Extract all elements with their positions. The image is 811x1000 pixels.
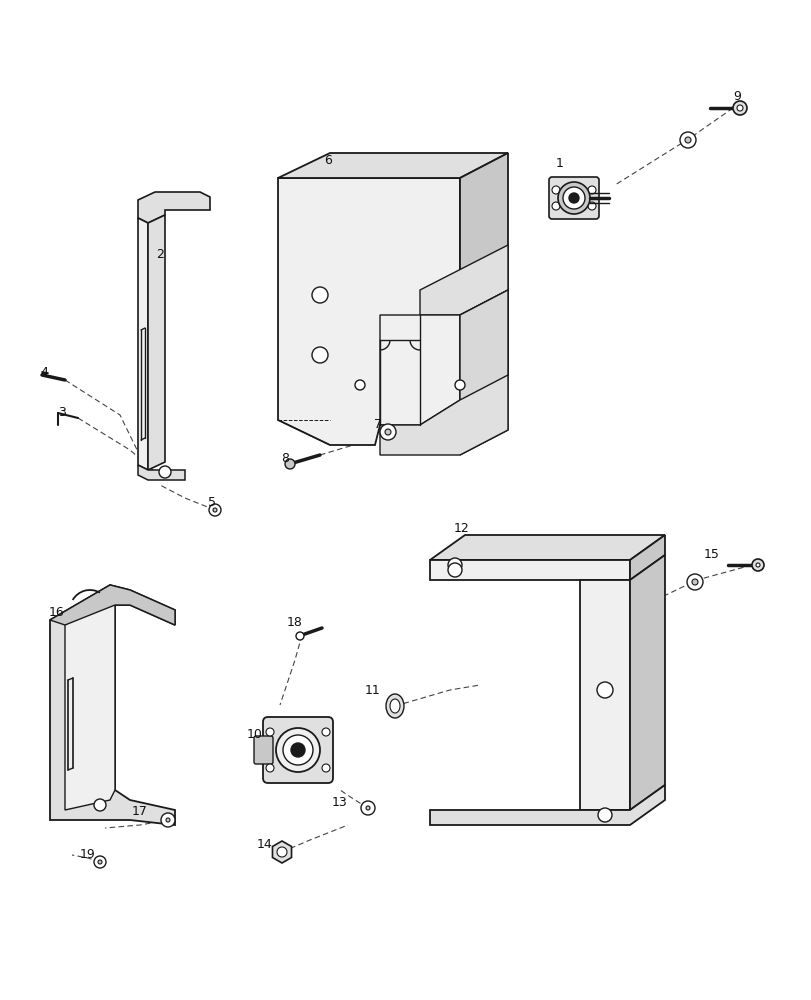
Polygon shape bbox=[430, 560, 629, 580]
Circle shape bbox=[384, 429, 391, 435]
Text: 9: 9 bbox=[732, 90, 740, 103]
Text: 2: 2 bbox=[156, 248, 164, 261]
Circle shape bbox=[557, 182, 590, 214]
Circle shape bbox=[448, 563, 461, 577]
Text: 13: 13 bbox=[332, 795, 347, 808]
Circle shape bbox=[551, 186, 560, 194]
Circle shape bbox=[165, 818, 169, 822]
Text: 16: 16 bbox=[49, 605, 65, 618]
Text: 1: 1 bbox=[556, 157, 564, 170]
Circle shape bbox=[679, 132, 695, 148]
Circle shape bbox=[569, 193, 578, 203]
Text: 7: 7 bbox=[374, 418, 381, 432]
Polygon shape bbox=[629, 535, 664, 580]
Text: 8: 8 bbox=[281, 452, 289, 464]
Circle shape bbox=[587, 202, 595, 210]
Circle shape bbox=[266, 728, 273, 736]
Polygon shape bbox=[579, 580, 629, 810]
Polygon shape bbox=[277, 153, 508, 178]
Polygon shape bbox=[277, 178, 460, 445]
Circle shape bbox=[587, 186, 595, 194]
Polygon shape bbox=[380, 375, 508, 455]
Circle shape bbox=[94, 799, 106, 811]
Polygon shape bbox=[430, 535, 664, 560]
Polygon shape bbox=[629, 555, 664, 810]
Circle shape bbox=[276, 728, 320, 772]
Polygon shape bbox=[65, 600, 115, 810]
Circle shape bbox=[212, 508, 217, 512]
Circle shape bbox=[732, 101, 746, 115]
Circle shape bbox=[686, 574, 702, 590]
Text: 19: 19 bbox=[80, 848, 96, 861]
Circle shape bbox=[562, 187, 584, 209]
Polygon shape bbox=[460, 153, 508, 400]
Polygon shape bbox=[50, 585, 175, 825]
Text: 14: 14 bbox=[257, 838, 272, 851]
Circle shape bbox=[354, 380, 365, 390]
Circle shape bbox=[311, 287, 328, 303]
Circle shape bbox=[755, 563, 759, 567]
Polygon shape bbox=[430, 785, 664, 825]
Text: 3: 3 bbox=[58, 406, 66, 420]
Circle shape bbox=[322, 728, 329, 736]
Circle shape bbox=[751, 559, 763, 571]
Circle shape bbox=[283, 735, 312, 765]
Circle shape bbox=[285, 459, 294, 469]
Polygon shape bbox=[272, 841, 291, 863]
Text: 12: 12 bbox=[453, 522, 470, 534]
Circle shape bbox=[366, 806, 370, 810]
Circle shape bbox=[322, 764, 329, 772]
Polygon shape bbox=[148, 215, 165, 470]
Circle shape bbox=[597, 808, 611, 822]
Ellipse shape bbox=[389, 699, 400, 713]
Text: 15: 15 bbox=[703, 548, 719, 562]
Polygon shape bbox=[138, 218, 148, 470]
Circle shape bbox=[277, 847, 286, 857]
Ellipse shape bbox=[385, 694, 404, 718]
Circle shape bbox=[684, 137, 690, 143]
Text: 6: 6 bbox=[324, 154, 332, 167]
Text: 11: 11 bbox=[365, 684, 380, 696]
Circle shape bbox=[290, 743, 305, 757]
Text: 17: 17 bbox=[132, 805, 148, 818]
Text: 5: 5 bbox=[208, 496, 216, 510]
Circle shape bbox=[159, 466, 171, 478]
FancyBboxPatch shape bbox=[548, 177, 599, 219]
Polygon shape bbox=[460, 290, 508, 455]
Circle shape bbox=[736, 105, 742, 111]
Circle shape bbox=[296, 632, 303, 640]
Circle shape bbox=[448, 558, 461, 572]
Circle shape bbox=[596, 682, 612, 698]
FancyBboxPatch shape bbox=[254, 736, 272, 764]
Circle shape bbox=[361, 801, 375, 815]
Circle shape bbox=[380, 424, 396, 440]
Polygon shape bbox=[419, 245, 508, 315]
Polygon shape bbox=[460, 290, 508, 400]
Text: 18: 18 bbox=[287, 615, 303, 628]
Circle shape bbox=[161, 813, 175, 827]
Circle shape bbox=[691, 579, 697, 585]
Circle shape bbox=[551, 202, 560, 210]
Circle shape bbox=[94, 856, 106, 868]
Circle shape bbox=[311, 347, 328, 363]
Text: 10: 10 bbox=[247, 728, 263, 741]
FancyBboxPatch shape bbox=[263, 717, 333, 783]
Polygon shape bbox=[138, 192, 210, 223]
Circle shape bbox=[266, 764, 273, 772]
Polygon shape bbox=[138, 465, 185, 480]
Polygon shape bbox=[50, 585, 175, 625]
Text: 4: 4 bbox=[40, 365, 48, 378]
Polygon shape bbox=[380, 315, 460, 425]
Circle shape bbox=[98, 860, 102, 864]
Circle shape bbox=[208, 504, 221, 516]
Circle shape bbox=[454, 380, 465, 390]
